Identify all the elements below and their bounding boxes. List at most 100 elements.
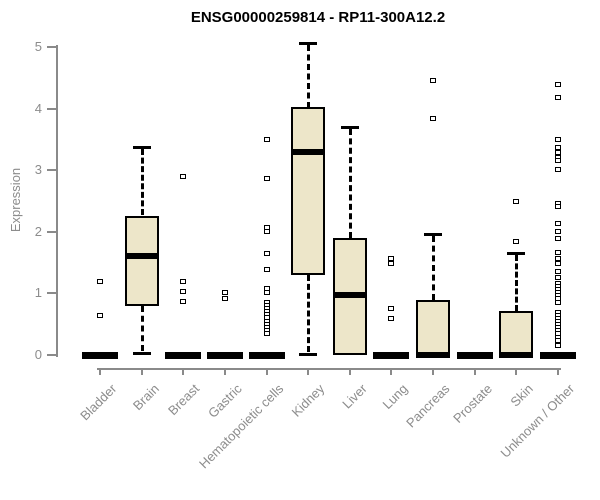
upper-whisker-cap xyxy=(341,126,359,129)
outlier-point xyxy=(555,145,561,150)
x-tick-label: Brain xyxy=(129,381,162,414)
zero-box-bar xyxy=(249,352,285,359)
lower-whisker-cap xyxy=(133,352,151,355)
outlier-point xyxy=(555,204,561,209)
lower-whisker xyxy=(307,275,310,352)
outlier-point xyxy=(264,229,270,234)
y-tick xyxy=(47,169,58,172)
x-tick-label: Prostate xyxy=(449,381,495,426)
outlier-point xyxy=(97,279,103,284)
x-tick-label: Pancreas xyxy=(403,381,453,431)
outlier-point xyxy=(555,269,561,274)
upper-whisker xyxy=(307,45,310,108)
x-tick xyxy=(266,368,268,375)
outlier-point xyxy=(430,78,436,83)
outlier-point xyxy=(555,250,561,255)
median-line xyxy=(127,253,157,259)
median-line xyxy=(293,149,323,155)
box xyxy=(416,300,450,355)
x-tick-label: Breast xyxy=(165,381,203,419)
upper-whisker xyxy=(432,236,435,300)
zero-box-bar xyxy=(540,352,576,359)
outlier-point xyxy=(264,331,270,336)
y-tick-label: 1 xyxy=(34,285,42,301)
box xyxy=(125,216,159,306)
box xyxy=(291,107,325,275)
x-tick xyxy=(182,368,184,375)
outlier-point xyxy=(555,261,561,266)
zero-box-bar xyxy=(207,352,243,359)
outlier-point xyxy=(555,167,561,172)
outlier-point xyxy=(264,176,270,181)
median-line xyxy=(499,352,533,358)
zero-box-bar xyxy=(457,352,493,359)
x-tick-label: Skin xyxy=(507,381,536,410)
x-tick xyxy=(474,368,476,375)
outlier-point xyxy=(555,300,561,305)
lower-whisker xyxy=(141,306,144,351)
outlier-point xyxy=(513,239,519,244)
outlier-point xyxy=(222,296,228,301)
lower-whisker-cap xyxy=(299,353,317,356)
outlier-point xyxy=(97,313,103,318)
y-tick-label: 0 xyxy=(34,347,42,362)
y-tick xyxy=(47,292,58,295)
upper-whisker xyxy=(349,129,352,238)
outlier-point xyxy=(180,289,186,294)
x-tick xyxy=(224,368,226,375)
box xyxy=(499,311,533,355)
zero-box-bar xyxy=(373,352,409,359)
outlier-point xyxy=(555,158,561,163)
outlier-point xyxy=(388,256,394,261)
median-line xyxy=(335,292,365,298)
outlier-point xyxy=(388,261,394,266)
x-tick xyxy=(307,368,309,375)
x-tick xyxy=(432,368,434,375)
y-tick xyxy=(47,46,58,48)
x-tick xyxy=(349,368,351,375)
median-line xyxy=(416,352,450,358)
upper-whisker-cap xyxy=(299,42,317,45)
outlier-point xyxy=(555,82,561,87)
chart-title: ENSG00000259814 - RP11-300A12.2 xyxy=(190,9,446,26)
outlier-point xyxy=(180,174,186,179)
upper-whisker-cap xyxy=(507,252,525,255)
outlier-point xyxy=(555,343,561,348)
outlier-point xyxy=(264,267,270,272)
outlier-point xyxy=(555,150,561,155)
x-tick xyxy=(390,368,392,375)
y-tick xyxy=(47,230,58,233)
upper-whisker-cap xyxy=(424,233,442,236)
x-tick-label: Liver xyxy=(339,381,370,412)
y-axis-line xyxy=(56,45,58,357)
x-axis-line xyxy=(97,368,562,370)
upper-whisker xyxy=(515,255,518,311)
outlier-point xyxy=(555,236,561,241)
outlier-point xyxy=(513,199,519,204)
outlier-point xyxy=(555,256,561,261)
zero-box-bar xyxy=(82,352,118,359)
outlier-point xyxy=(430,116,436,121)
outlier-point xyxy=(555,338,561,343)
outlier-point xyxy=(555,137,561,142)
outlier-point xyxy=(180,299,186,304)
outlier-point xyxy=(264,290,270,295)
x-tick xyxy=(141,368,143,375)
y-tick-label: 5 xyxy=(34,39,42,54)
outlier-point xyxy=(180,279,186,284)
outlier-point xyxy=(555,95,561,100)
x-tick-label: Gastric xyxy=(204,381,245,421)
x-tick-label: Unknown / Other xyxy=(498,381,578,461)
outlier-point xyxy=(555,275,561,280)
y-tick-label: 2 xyxy=(34,223,42,239)
x-tick xyxy=(515,368,517,375)
outlier-point xyxy=(388,316,394,321)
upper-whisker xyxy=(141,149,144,215)
upper-whisker-cap xyxy=(133,146,151,149)
x-tick-label: Kidney xyxy=(288,381,328,420)
outlier-point xyxy=(264,251,270,256)
outlier-point xyxy=(555,221,561,226)
x-tick xyxy=(557,368,559,375)
y-tick-label: 4 xyxy=(34,100,42,116)
